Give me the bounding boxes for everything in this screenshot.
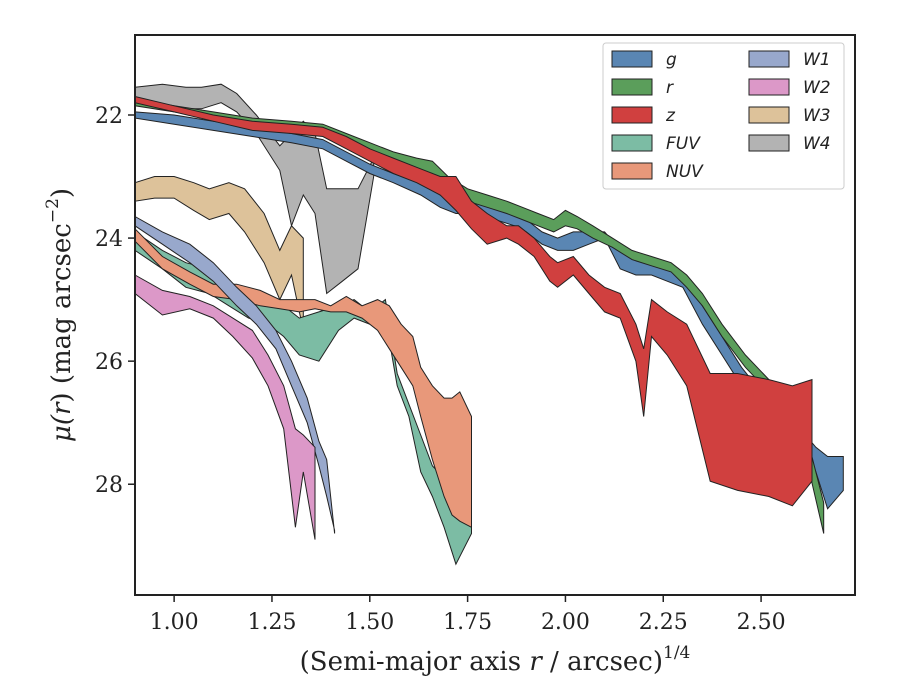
plot-frame bbox=[134, 34, 856, 596]
band-w2 bbox=[134, 274, 316, 540]
legend-label-w4: W4 bbox=[803, 134, 831, 154]
legend-label-w2: W2 bbox=[803, 78, 831, 98]
band-w1 bbox=[134, 215, 336, 534]
x-tick-label: 2.00 bbox=[541, 610, 590, 635]
legend-swatch-w2 bbox=[748, 78, 790, 96]
band-z bbox=[134, 95, 813, 507]
y-axis: 22 24 26 28 bbox=[95, 104, 135, 498]
y-axis-label: μ(r) (mag arcsec−2) bbox=[43, 188, 77, 442]
x-axis: 1.00 1.25 1.50 1.75 2.00 2.25 2.50 bbox=[150, 595, 786, 635]
legend-label-nuv: NUV bbox=[666, 162, 704, 182]
band-w4 bbox=[134, 83, 375, 295]
legend-label-g: g bbox=[666, 50, 677, 70]
x-tick-label: 2.50 bbox=[737, 610, 786, 635]
legend-swatch-fuv bbox=[611, 134, 653, 152]
y-tick-label: 28 bbox=[95, 473, 123, 498]
x-tick-label: 2.25 bbox=[639, 610, 688, 635]
legend-swatch-g bbox=[611, 50, 653, 68]
legend-swatch-w3 bbox=[748, 106, 790, 124]
x-tick-label: 1.00 bbox=[150, 610, 199, 635]
legend-label-z: z bbox=[665, 106, 676, 126]
legend-swatch-nuv bbox=[611, 162, 653, 180]
x-tick-label: 1.50 bbox=[345, 610, 394, 635]
y-tick-label: 24 bbox=[95, 227, 123, 252]
legend-swatch-z bbox=[611, 106, 653, 124]
legend-label-fuv: FUV bbox=[666, 134, 701, 154]
x-axis-label: (Semi-major axis r / arcsec)1/4 bbox=[300, 643, 691, 677]
legend-swatch-w4 bbox=[748, 134, 790, 152]
legend: grz FUV NUV W1 W2 W3 W4 bbox=[602, 42, 845, 190]
series-bands bbox=[134, 83, 844, 566]
legend-label-r: r bbox=[666, 78, 674, 98]
legend-label-w3: W3 bbox=[803, 106, 831, 126]
y-tick-label: 22 bbox=[95, 104, 123, 129]
x-tick-label: 1.75 bbox=[443, 610, 492, 635]
legend-swatch-w1 bbox=[748, 50, 790, 68]
x-tick-label: 1.25 bbox=[247, 610, 296, 635]
legend-swatch-r bbox=[611, 78, 653, 96]
legend-label-w1: W1 bbox=[803, 50, 831, 70]
band-nuv bbox=[134, 227, 472, 529]
y-tick-label: 26 bbox=[95, 350, 123, 375]
